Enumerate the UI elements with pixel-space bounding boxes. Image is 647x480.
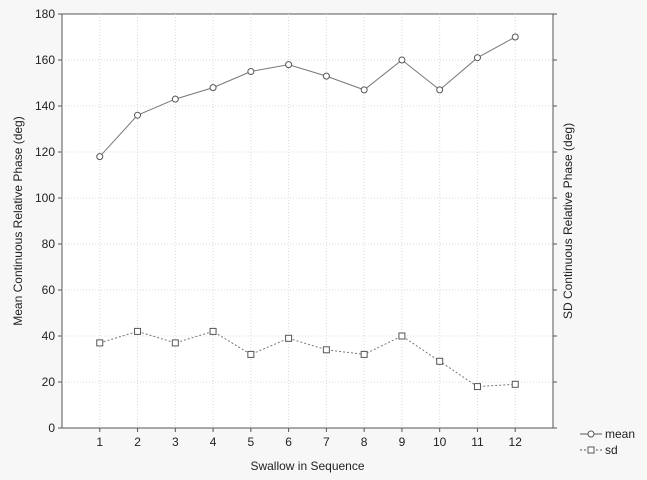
x-tick-label: 2 (134, 435, 141, 449)
data-point-mean (360, 86, 368, 94)
x-tick-label: 8 (361, 435, 368, 449)
data-point-sd (209, 327, 217, 335)
x-tick-label: 6 (285, 435, 292, 449)
y-tick-label: 100 (35, 191, 55, 205)
series-line-sd (99, 330, 516, 388)
data-point-mean (398, 56, 406, 64)
y-tick-label: 0 (48, 421, 55, 435)
y-tick-label: 120 (35, 145, 55, 159)
data-point-sd (96, 339, 104, 347)
plot-area (61, 13, 554, 429)
y-tick-label: 40 (42, 329, 56, 343)
legend-label-sd: sd (605, 443, 618, 457)
x-tick-label: 11 (471, 435, 484, 449)
x-tick-label: 10 (433, 435, 447, 449)
x-axis-label: Swallow in Sequence (250, 459, 364, 473)
legend: mean sd (580, 427, 635, 457)
y-axis-label-right: SD Continuous Relative Phase (deg) (561, 123, 575, 319)
x-tick-label: 4 (210, 435, 217, 449)
x-tick-label: 1 (96, 435, 103, 449)
data-point-mean (247, 68, 255, 75)
data-point-sd (398, 332, 406, 340)
y-tick-label: 140 (35, 99, 55, 113)
data-point-sd (247, 350, 255, 358)
data-point-sd (436, 357, 444, 365)
data-point-mean (473, 54, 481, 62)
x-tick-label: 5 (248, 435, 255, 449)
y-tick-label: 80 (42, 237, 56, 251)
data-point-mean (209, 84, 217, 92)
y-tick-label: 180 (35, 7, 55, 21)
data-point-sd (473, 383, 481, 391)
data-point-sd (171, 339, 179, 347)
data-point-mean (285, 61, 293, 69)
series-layer (96, 33, 519, 391)
data-point-sd (285, 334, 293, 342)
x-tick-label: 7 (323, 435, 330, 449)
legend-label-mean: mean (605, 427, 635, 441)
legend-marker-sd (587, 446, 595, 454)
x-tick-label: 9 (399, 435, 406, 449)
data-point-mean (511, 33, 519, 41)
data-point-sd (360, 350, 368, 358)
series-line-mean (99, 36, 516, 157)
data-point-mean (171, 95, 179, 103)
y-tick-label: 160 (35, 53, 55, 67)
x-tick-label: 12 (509, 435, 523, 449)
y-tick-label: 60 (42, 283, 56, 297)
data-point-mean (96, 153, 104, 161)
data-point-sd (322, 346, 330, 354)
data-point-sd (134, 327, 142, 335)
data-point-mean (134, 111, 142, 119)
y-tick-label: 20 (42, 375, 56, 389)
data-point-mean (436, 86, 444, 94)
data-point-mean (322, 72, 330, 80)
data-point-sd (511, 380, 519, 388)
legend-marker-mean (587, 430, 595, 438)
x-tick-label: 3 (172, 435, 179, 449)
y-axis-label-left: Mean Continuous Relative Phase (deg) (11, 116, 25, 325)
